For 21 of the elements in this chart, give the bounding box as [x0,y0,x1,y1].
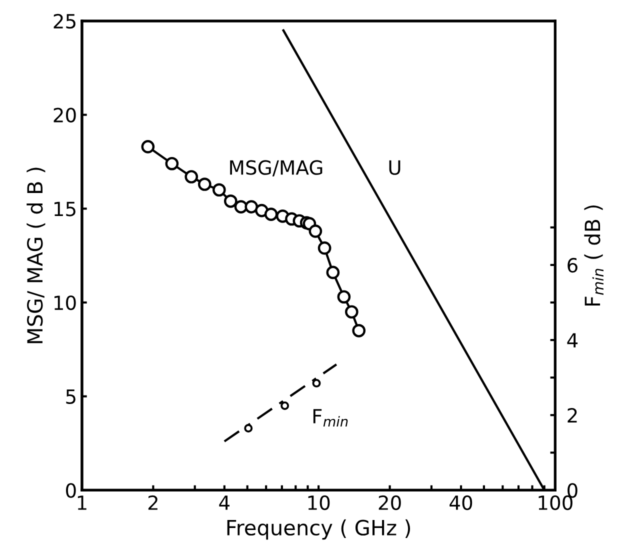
y2-tick-label: 4 [567,333,578,348]
y-tick-label: 10 [54,295,76,310]
x-tick-label: 40 [450,495,472,510]
y-axis-title: MSG/ MAG ( d B ) [26,168,46,344]
y2-axis-title: F$_{min}$ ( dB ) [584,205,604,306]
x-tick-label: 2 [148,495,158,510]
annotation: MSG/MAG [230,160,322,176]
y-tick-label: 5 [66,390,76,404]
y-tick-label: 15 [54,202,76,216]
annotation: F$_{min}$ [313,409,348,426]
x-tick-label: 1 [78,496,86,510]
y-tick-label: 0 [66,483,76,498]
x-axis-title: Frequency ( GHz ) [227,519,410,540]
annotation: U [389,160,400,175]
y2-tick-label: 6 [568,258,578,273]
y-tick-label: 20 [54,108,76,122]
y-tick-label: 25 [54,14,76,29]
x-tick-label: 10 [308,495,330,510]
y2-tick-label: 2 [568,408,577,422]
x-tick-label: 4 [219,496,230,510]
x-tick-label: 20 [378,495,401,510]
